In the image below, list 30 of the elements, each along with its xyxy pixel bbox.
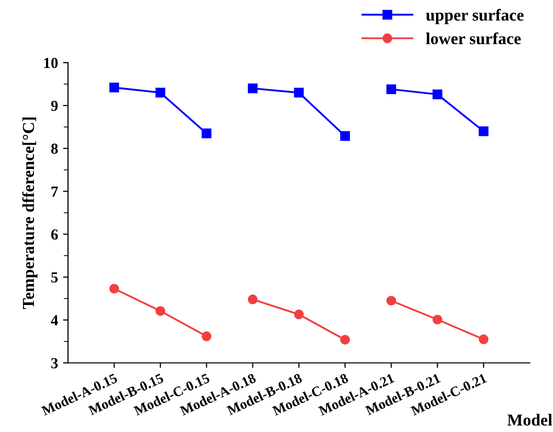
- point: [109, 284, 120, 294]
- point: [432, 314, 442, 324]
- x-axis-title: Model: [507, 414, 552, 426]
- y-tick-label: 5: [51, 272, 58, 283]
- point: [294, 310, 304, 320]
- y-tick-label: 9: [51, 100, 58, 111]
- y-tick-label: 4: [50, 315, 58, 326]
- point: [386, 84, 396, 94]
- point: [248, 294, 258, 304]
- point: [202, 128, 212, 138]
- point: [386, 296, 396, 306]
- y-tick-label: 8: [51, 144, 58, 154]
- point: [248, 84, 258, 94]
- legend-label: lower surface: [426, 32, 521, 44]
- point: [340, 334, 350, 345]
- point: [202, 331, 212, 342]
- y-tick-label: 3: [51, 358, 58, 368]
- legend-label: upper surface: [426, 8, 524, 24]
- y-tick-label: 10: [44, 58, 58, 68]
- point: [109, 82, 120, 92]
- point: [340, 131, 350, 141]
- point: [478, 126, 488, 136]
- point: [156, 306, 166, 316]
- point: [432, 90, 442, 100]
- y-tick-label: 6: [51, 229, 58, 240]
- point: [156, 88, 166, 98]
- y-tick-label: 7: [52, 186, 58, 197]
- point: [478, 334, 488, 344]
- y-axis-title: Temperature dfference[°C]: [22, 118, 38, 309]
- point: [294, 88, 304, 98]
